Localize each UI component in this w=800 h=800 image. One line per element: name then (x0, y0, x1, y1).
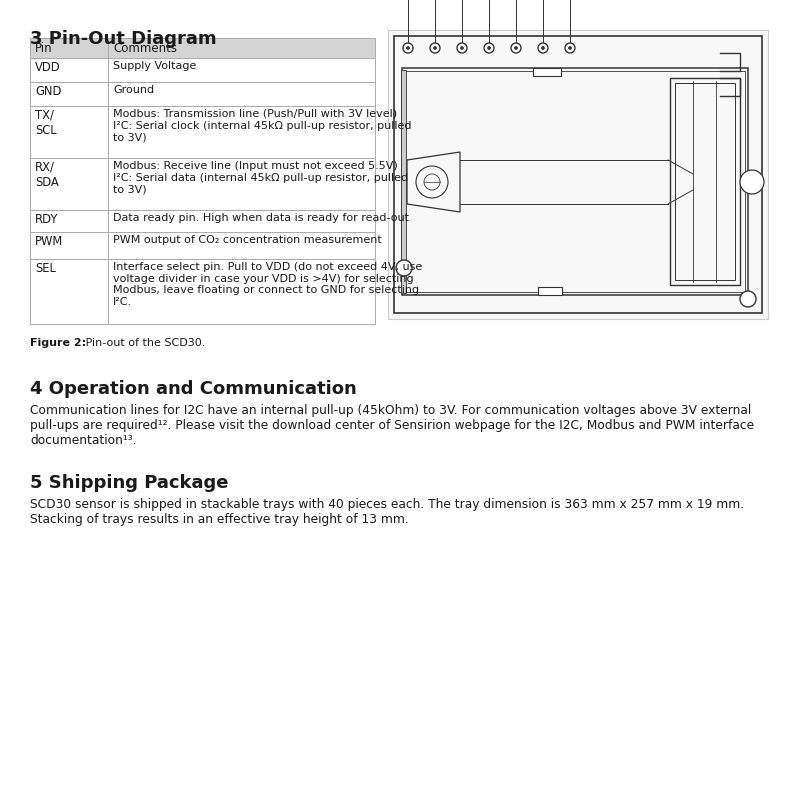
Text: 3 Pin-Out Diagram: 3 Pin-Out Diagram (30, 30, 217, 48)
Text: Data ready pin. High when data is ready for read-out: Data ready pin. High when data is ready … (113, 213, 409, 223)
Text: TX/
SCL: TX/ SCL (35, 109, 57, 137)
Text: Ground: Ground (113, 85, 154, 95)
Bar (670, 78, 740, 285)
Circle shape (740, 170, 764, 194)
Bar (30, 82, 375, 106)
Bar (30, 158, 375, 210)
Bar (30, 232, 375, 259)
Text: Supply Voltage: Supply Voltage (113, 61, 196, 71)
Circle shape (511, 43, 521, 53)
Bar (30, 210, 375, 232)
Text: Figure 2:: Figure 2: (30, 338, 86, 348)
Text: SEL: SEL (35, 262, 56, 275)
Circle shape (514, 46, 518, 50)
Circle shape (406, 46, 410, 50)
Text: SCD30 sensor is shipped in stackable trays with 40 pieces each. The tray dimensi: SCD30 sensor is shipped in stackable tra… (30, 498, 744, 526)
Circle shape (484, 43, 494, 53)
Text: Pin-out of the SCD30.: Pin-out of the SCD30. (82, 338, 206, 348)
Text: Modbus: Receive line (Input must not exceed 5.5V)
I²C: Serial data (internal 45k: Modbus: Receive line (Input must not exc… (113, 161, 408, 194)
Text: VDD: VDD (35, 61, 61, 74)
Bar (30, 58, 375, 82)
Text: PWM output of CO₂ concentration measurement: PWM output of CO₂ concentration measurem… (113, 235, 382, 245)
Bar (402, 68, 748, 295)
Bar (394, 36, 762, 313)
Text: Pin: Pin (35, 42, 53, 55)
Text: Interface select pin. Pull to VDD (do not exceed 4V, use
voltage divider in case: Interface select pin. Pull to VDD (do no… (113, 262, 422, 306)
Circle shape (430, 43, 440, 53)
Text: 5 Shipping Package: 5 Shipping Package (30, 474, 229, 492)
Text: 4 Operation and Communication: 4 Operation and Communication (30, 380, 357, 398)
Circle shape (396, 260, 412, 276)
Circle shape (565, 43, 575, 53)
Bar (675, 83, 735, 280)
Circle shape (487, 46, 490, 50)
Bar (534, 68, 562, 76)
Text: Communication lines for I2C have an internal pull-up (45kOhm) to 3V. For communi: Communication lines for I2C have an inte… (30, 404, 754, 447)
Text: PWM: PWM (35, 235, 63, 248)
Text: Modbus: Transmission line (Push/Pull with 3V level)
I²C: Serial clock (internal : Modbus: Transmission line (Push/Pull wit… (113, 109, 411, 142)
Circle shape (461, 46, 463, 50)
Circle shape (538, 43, 548, 53)
Bar (388, 30, 768, 319)
Bar (30, 38, 375, 58)
Text: RDY: RDY (35, 213, 58, 226)
Circle shape (569, 46, 571, 50)
Bar (30, 106, 375, 158)
Text: RX/
SDA: RX/ SDA (35, 161, 58, 189)
Text: Comments: Comments (113, 42, 177, 55)
Text: GND: GND (35, 85, 62, 98)
Bar (405, 71, 745, 292)
Circle shape (434, 46, 437, 50)
Circle shape (403, 43, 413, 53)
Bar (538, 287, 562, 295)
Circle shape (457, 43, 467, 53)
Circle shape (740, 291, 756, 307)
Circle shape (542, 46, 545, 50)
Bar (30, 259, 375, 324)
Bar (401, 70, 406, 293)
